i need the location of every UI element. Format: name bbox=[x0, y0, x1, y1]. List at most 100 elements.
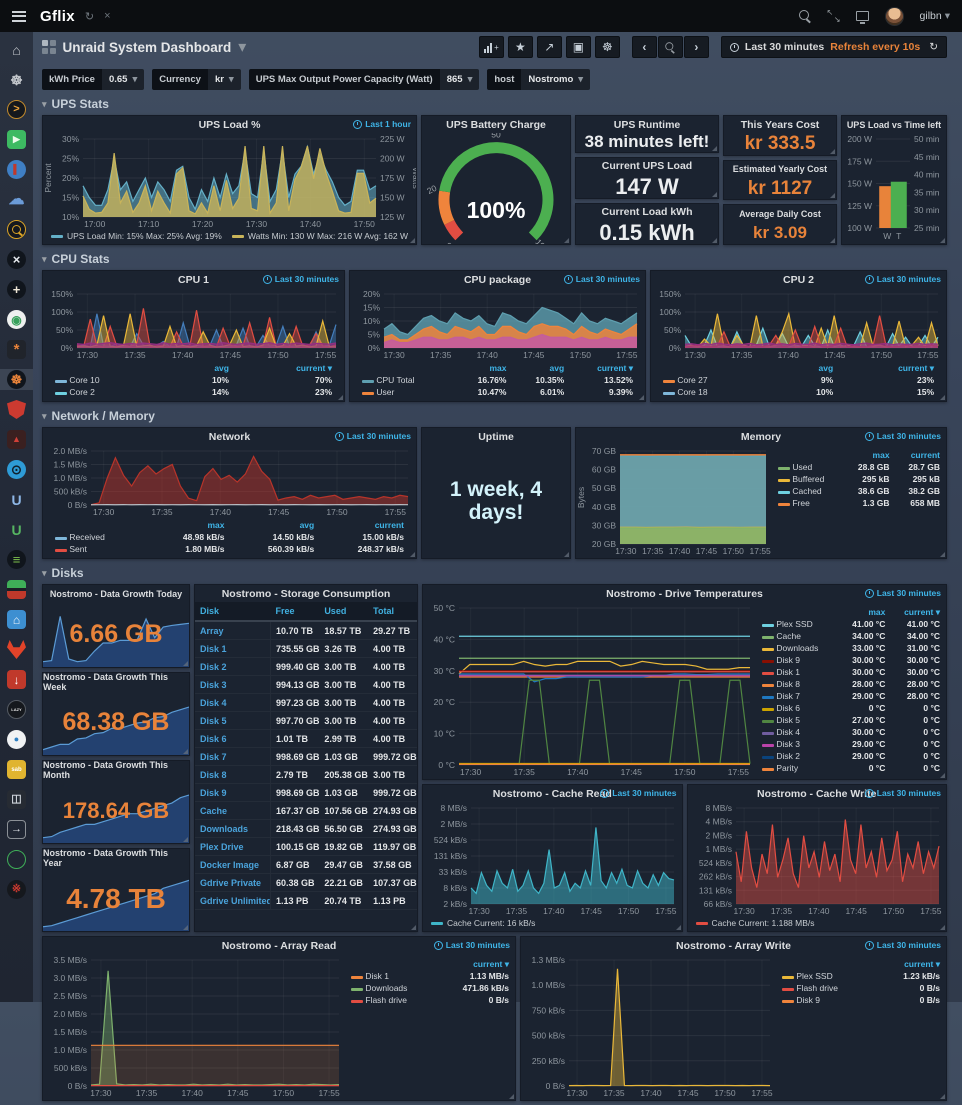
app-triangle-icon[interactable]: ▲ bbox=[0, 429, 33, 450]
gitlab-fox-icon[interactable] bbox=[0, 639, 33, 660]
legend-column-header[interactable]: avg bbox=[780, 362, 837, 374]
panel-time-range[interactable]: Last 30 minutes bbox=[263, 274, 339, 284]
app-spiral-icon[interactable]: ◉ bbox=[0, 309, 33, 330]
panel-time-range[interactable]: Last 30 minutes bbox=[564, 274, 640, 284]
panel-time-range[interactable]: Last 30 minutes bbox=[434, 940, 510, 950]
disk-name-cell[interactable]: Downloads bbox=[195, 820, 270, 838]
legend-column-header[interactable]: max bbox=[838, 606, 889, 618]
share-dashboard-button[interactable] bbox=[537, 36, 562, 58]
legend-series-name[interactable]: Core 27 bbox=[659, 374, 780, 386]
panel-title[interactable]: Nostromo - Data Growth This Week bbox=[43, 673, 189, 690]
panel-title[interactable]: Uptime bbox=[422, 428, 570, 445]
panel-title[interactable]: Estimated Yearly Cost bbox=[724, 161, 836, 178]
legend-series-name[interactable]: Flash drive bbox=[347, 994, 437, 1006]
app-nodes-icon[interactable]: * bbox=[0, 339, 33, 360]
panel-title[interactable]: UPS Battery Charge bbox=[422, 116, 570, 133]
panel-time-range[interactable]: Last 30 minutes bbox=[865, 588, 941, 598]
disk-name-cell[interactable]: Disk 4 bbox=[195, 694, 270, 712]
legend-column-header[interactable]: current ▾ bbox=[889, 606, 944, 618]
page-title[interactable]: Unraid System Dashboard bbox=[63, 40, 232, 55]
row-header-disks[interactable]: Disks bbox=[42, 566, 947, 580]
panel-title[interactable]: Nostromo - Data Growth Today bbox=[43, 585, 189, 602]
time-range-picker[interactable]: Last 30 minutes Refresh every 10s bbox=[721, 36, 947, 58]
disk-name-cell[interactable]: Disk 1 bbox=[195, 640, 270, 658]
search-icon[interactable] bbox=[799, 10, 812, 23]
panel-title[interactable]: UPS Load vs Time left bbox=[842, 116, 946, 133]
legend-series-name[interactable]: Free bbox=[774, 497, 843, 509]
user-avatar[interactable] bbox=[885, 7, 904, 26]
download-icon[interactable]: ↓ bbox=[0, 669, 33, 690]
legend-column-header[interactable]: max bbox=[843, 449, 893, 461]
star-dashboard-button[interactable] bbox=[508, 36, 533, 58]
legend-item[interactable]: UPS Load Min: 15% Max: 25% Avg: 19% bbox=[51, 231, 222, 241]
legend-series-name[interactable]: Core 10 bbox=[51, 374, 174, 386]
book-icon[interactable]: ◫ bbox=[0, 789, 33, 810]
disk-name-cell[interactable]: Disk 6 bbox=[195, 730, 270, 748]
legend-series-name[interactable]: Disk 7 bbox=[758, 690, 838, 702]
legend-column-header[interactable]: current bbox=[318, 519, 408, 531]
disk-name-cell[interactable]: Docker Image bbox=[195, 856, 270, 874]
legend-column-header[interactable]: avg bbox=[228, 519, 318, 531]
cloud-icon[interactable]: ☁ bbox=[0, 189, 33, 210]
legend-column-header[interactable]: current ▾ bbox=[568, 362, 637, 374]
app-stack-icon[interactable] bbox=[0, 579, 33, 600]
app-green-u-icon[interactable]: U bbox=[0, 519, 33, 540]
disk-name-cell[interactable]: Array bbox=[195, 621, 270, 640]
app-burger-icon[interactable]: ≡ bbox=[0, 549, 33, 570]
legend-series-name[interactable]: Disk 9 bbox=[758, 654, 838, 666]
tv-mode-icon[interactable] bbox=[856, 11, 869, 21]
brand-logo[interactable]: Gflix bbox=[40, 8, 75, 25]
refresh-icon[interactable] bbox=[929, 41, 938, 53]
legend-column-header[interactable]: max bbox=[147, 519, 229, 531]
app-chevron-icon[interactable]: > bbox=[0, 99, 33, 120]
table-column-header[interactable]: Used bbox=[319, 602, 368, 621]
legend-series-name[interactable]: Core 2 bbox=[51, 386, 174, 398]
time-shift-back-button[interactable] bbox=[632, 36, 657, 58]
app-blue-u-icon[interactable]: U bbox=[0, 489, 33, 510]
legend-series-name[interactable]: Disk 2 bbox=[758, 750, 838, 762]
github-ring-icon[interactable] bbox=[0, 849, 33, 870]
lazy-app-icon[interactable]: LAZY bbox=[0, 699, 33, 720]
disk-name-cell[interactable]: Cache bbox=[195, 802, 270, 820]
panel-title[interactable]: Current UPS Load bbox=[576, 158, 718, 175]
variable-value-dropdown[interactable]: Nostromo bbox=[521, 69, 590, 90]
disk-name-cell[interactable]: Disk 3 bbox=[195, 676, 270, 694]
legend-series-name[interactable]: Buffered bbox=[774, 473, 843, 485]
disk-name-cell[interactable]: Disk 5 bbox=[195, 712, 270, 730]
legend-series-name[interactable]: Sent bbox=[51, 543, 147, 555]
app-gear-active-icon[interactable]: ☸ bbox=[0, 369, 33, 390]
logout-icon[interactable]: → bbox=[0, 819, 33, 840]
disk-name-cell[interactable]: Plex Drive bbox=[195, 838, 270, 856]
fullscreen-icon[interactable] bbox=[828, 10, 840, 22]
legend-item[interactable]: Cache Current: 16 kB/s bbox=[431, 918, 535, 928]
save-dashboard-button[interactable] bbox=[566, 36, 591, 58]
app-play-icon[interactable]: ▶ bbox=[0, 129, 33, 150]
legend-series-name[interactable]: Cached bbox=[774, 485, 843, 497]
legend-series-name[interactable]: CPU Total bbox=[358, 374, 453, 386]
panel-title[interactable]: UPS Runtime bbox=[576, 116, 718, 133]
disk-name-cell[interactable]: Disk 9 bbox=[195, 784, 270, 802]
legend-series-name[interactable]: Plex SSD bbox=[778, 970, 876, 982]
legend-series-name[interactable]: Disk 8 bbox=[758, 678, 838, 690]
app-cross-icon[interactable]: × bbox=[0, 249, 33, 270]
table-column-header[interactable]: Disk bbox=[195, 602, 270, 621]
disk-name-cell[interactable]: Gdrive Private bbox=[195, 874, 270, 892]
disk-name-cell[interactable]: Gdrive Unlimited bbox=[195, 892, 270, 910]
tab-close-icon[interactable] bbox=[104, 10, 110, 22]
legend-series-name[interactable]: Received bbox=[51, 531, 147, 543]
panel-title[interactable]: Nostromo - Storage Consumption bbox=[195, 585, 417, 602]
table-column-header[interactable]: Free bbox=[270, 602, 319, 621]
legend-column-header[interactable]: avg bbox=[174, 362, 233, 374]
legend-series-name[interactable]: Downloads bbox=[347, 982, 437, 994]
sab-icon[interactable]: sab bbox=[0, 759, 33, 780]
row-header-cpu[interactable]: CPU Stats bbox=[42, 252, 947, 266]
panel-title[interactable]: Average Daily Cost bbox=[724, 205, 836, 222]
legend-series-name[interactable]: Disk 9 bbox=[778, 994, 876, 1006]
panel-time-range[interactable]: Last 30 minutes bbox=[865, 940, 941, 950]
